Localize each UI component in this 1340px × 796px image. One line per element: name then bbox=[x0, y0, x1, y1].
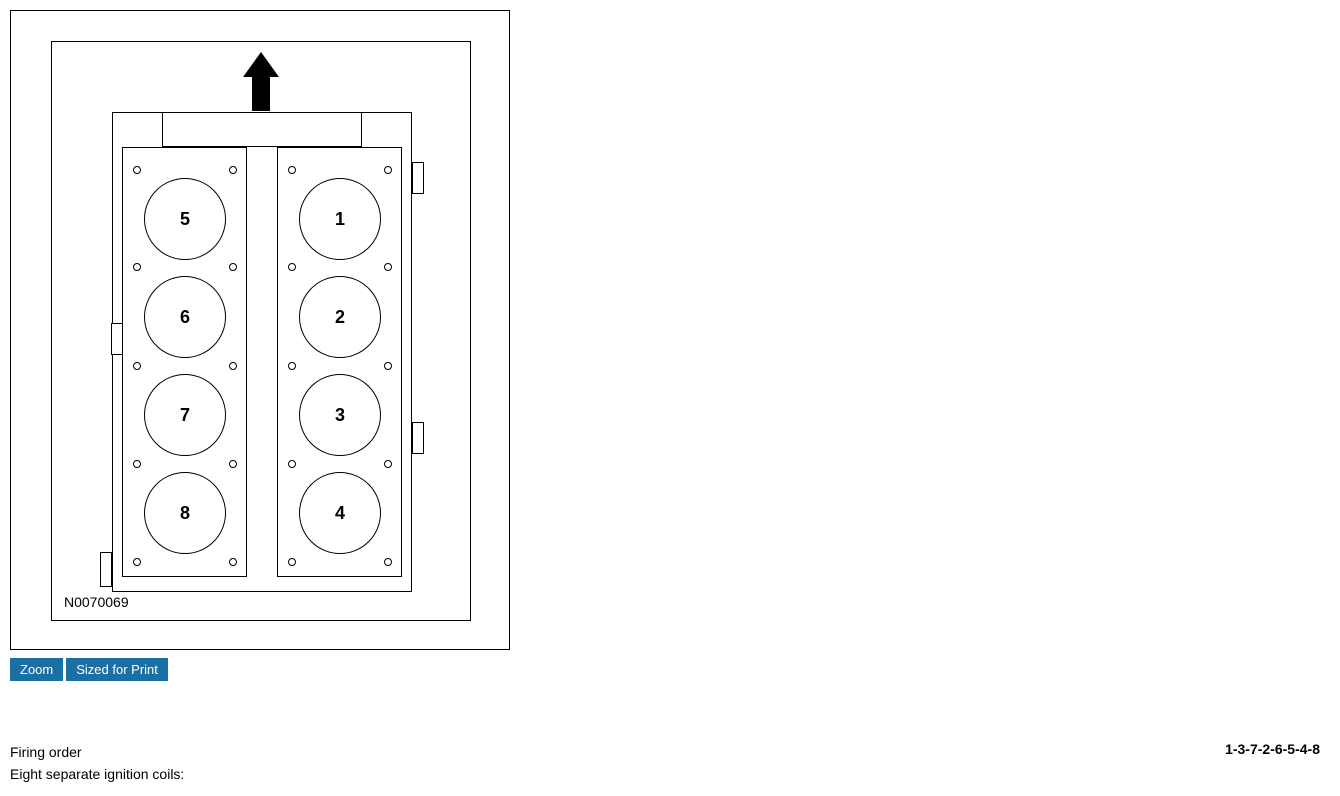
bolt-hole-icon bbox=[288, 460, 296, 468]
firing-order-value: 1-3-7-2-6-5-4-8 bbox=[1225, 741, 1320, 757]
bolt-hole-icon bbox=[288, 558, 296, 566]
cylinder-4: 4 bbox=[299, 472, 381, 554]
diagram-inner-frame: 5 6 7 8 1 2 3 4 N0070069 bbox=[51, 41, 471, 621]
bolt-hole-icon bbox=[133, 362, 141, 370]
cylinder-bank-left: 5 6 7 8 bbox=[122, 147, 247, 577]
bolt-hole-icon bbox=[288, 362, 296, 370]
bolt-hole-icon bbox=[384, 362, 392, 370]
bolt-hole-icon bbox=[133, 263, 141, 271]
cylinder-bank-right: 1 2 3 4 bbox=[277, 147, 402, 577]
bolt-hole-icon bbox=[229, 460, 237, 468]
engine-tab-right-bottom bbox=[412, 422, 424, 454]
engine-tab-right-top bbox=[412, 162, 424, 194]
cylinder-8: 8 bbox=[144, 472, 226, 554]
firing-order-label: Firing order bbox=[10, 741, 184, 763]
cylinder-1: 1 bbox=[299, 178, 381, 260]
bolt-hole-icon bbox=[229, 558, 237, 566]
sized-for-print-button[interactable]: Sized for Print bbox=[66, 658, 168, 681]
engine-top-block bbox=[162, 112, 362, 147]
bolt-hole-icon bbox=[288, 263, 296, 271]
diagram-reference-label: N0070069 bbox=[64, 594, 129, 610]
cylinder-7: 7 bbox=[144, 374, 226, 456]
bolt-hole-icon bbox=[384, 166, 392, 174]
cylinder-3: 3 bbox=[299, 374, 381, 456]
bolt-hole-icon bbox=[384, 558, 392, 566]
cylinder-6: 6 bbox=[144, 276, 226, 358]
bolt-hole-icon bbox=[133, 460, 141, 468]
bolt-hole-icon bbox=[229, 263, 237, 271]
engine-tab-left-inner bbox=[111, 323, 123, 355]
cylinder-2: 2 bbox=[299, 276, 381, 358]
info-left-column: Firing order Eight separate ignition coi… bbox=[10, 741, 184, 786]
bolt-hole-icon bbox=[384, 460, 392, 468]
info-section: Firing order Eight separate ignition coi… bbox=[10, 741, 1320, 786]
bolt-hole-icon bbox=[229, 166, 237, 174]
engine-diagram-container: 5 6 7 8 1 2 3 4 N0070069 bbox=[10, 10, 510, 650]
button-row: Zoom Sized for Print bbox=[10, 658, 1330, 681]
bolt-hole-icon bbox=[133, 166, 141, 174]
bolt-hole-icon bbox=[384, 263, 392, 271]
bolt-hole-icon bbox=[133, 558, 141, 566]
bolt-hole-icon bbox=[229, 362, 237, 370]
engine-tab-left-bottom bbox=[100, 552, 112, 587]
ignition-coils-label: Eight separate ignition coils: bbox=[10, 763, 184, 785]
bolt-hole-icon bbox=[288, 166, 296, 174]
cylinder-5: 5 bbox=[144, 178, 226, 260]
zoom-button[interactable]: Zoom bbox=[10, 658, 63, 681]
